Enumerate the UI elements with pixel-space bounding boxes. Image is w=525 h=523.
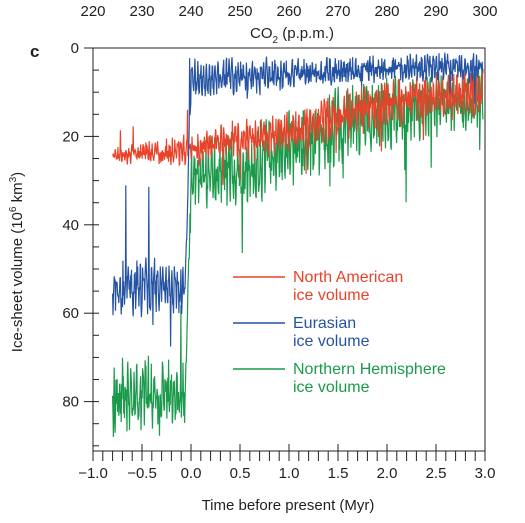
top-tick-label: 300 [472, 3, 497, 20]
legend-label: North American [293, 269, 403, 286]
top-tick-label: 270 [325, 3, 350, 20]
y-tick-label: 40 [62, 217, 79, 234]
x-axis: −1.0 −0.5 0.0 0.5 1.0 1.5 2.0 2.5 3.0 [78, 444, 495, 482]
x-tick-label: 0.0 [181, 465, 202, 482]
top-tick-label: 240 [178, 3, 203, 20]
x-tick-label: −1.0 [78, 465, 108, 482]
x-tick-label: −0.5 [127, 465, 157, 482]
x-tick-label: 1.0 [279, 465, 300, 482]
y-axis: 0 20 40 60 80 [62, 40, 99, 447]
legend-label: ice volume [293, 287, 370, 304]
top-tick-label: 220 [80, 3, 105, 20]
series-line [112, 52, 484, 347]
legend-label: ice volume [293, 379, 370, 396]
x-tick-label: 2.0 [377, 465, 398, 482]
y-tick-label: 20 [62, 128, 79, 145]
top-axis-title: CO2 (p.p.m.) [250, 25, 334, 46]
top-tick-label: 230 [129, 3, 154, 20]
y-tick-label: 60 [62, 305, 79, 322]
legend-label: Eurasian [293, 315, 356, 332]
x-tick-label: 1.5 [328, 465, 349, 482]
y-tick-label: 80 [62, 394, 79, 411]
panel-label: c [30, 42, 39, 61]
legend-label: ice volume [293, 333, 370, 350]
x-tick-label: 3.0 [475, 465, 496, 482]
top-tick-label: 290 [423, 3, 448, 20]
legend-label: Northern Hemisphere [293, 361, 446, 378]
x-tick-label: 2.5 [426, 465, 447, 482]
top-tick-label: 280 [374, 3, 399, 20]
top-co2-axis: 220 230 240 250 260 270 280 290 300 [80, 3, 497, 20]
x-axis-title: Time before present (Myr) [202, 497, 375, 514]
x-tick-label: 0.5 [230, 465, 251, 482]
y-tick-label: 0 [71, 40, 79, 57]
top-tick-label: 250 [227, 3, 252, 20]
series-layer [112, 52, 484, 438]
y-axis-title: Ice-sheet volume (106 km3) [8, 172, 26, 352]
top-tick-label: 260 [276, 3, 301, 20]
series-line [112, 68, 484, 185]
